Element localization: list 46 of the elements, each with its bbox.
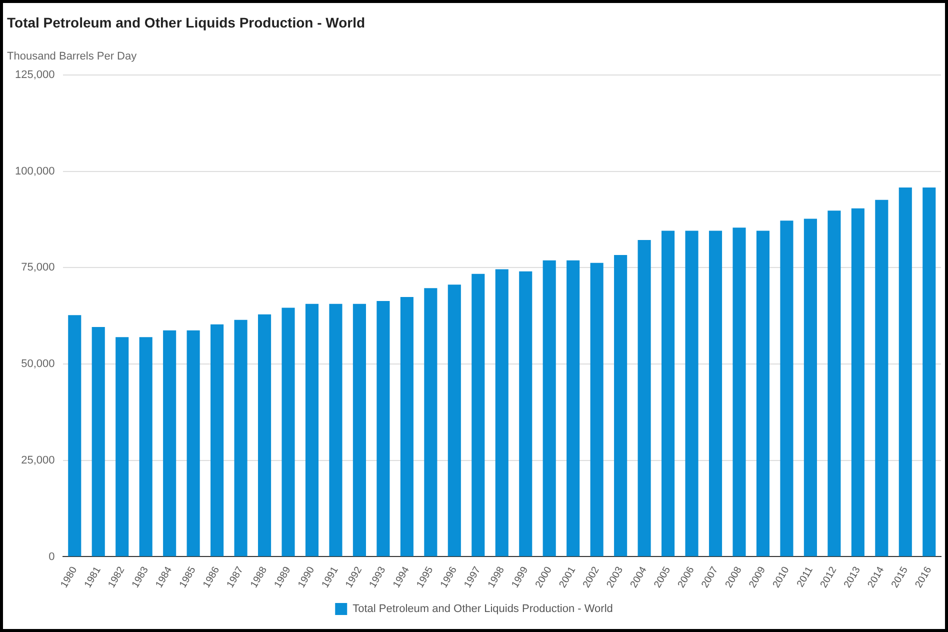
bar — [662, 230, 675, 556]
bar — [282, 308, 295, 556]
bar — [732, 228, 746, 556]
bar — [448, 284, 461, 556]
bar — [614, 254, 628, 556]
bar — [472, 274, 485, 556]
chart-title: Total Petroleum and Other Liquids Production - World — [7, 14, 366, 30]
legend-label: Total Petroleum and Other Liquids Production - World — [352, 603, 613, 616]
bar — [804, 218, 817, 556]
bar — [329, 304, 342, 556]
bar — [234, 320, 248, 556]
bar — [139, 337, 152, 556]
bar — [400, 296, 414, 556]
bar — [495, 269, 508, 556]
bar — [590, 262, 604, 556]
bar — [305, 304, 319, 556]
bar — [210, 324, 224, 556]
y-tick-label: 100,000 — [14, 165, 55, 178]
bar — [780, 220, 794, 556]
bar — [376, 301, 390, 556]
bar — [352, 304, 366, 556]
y-tick-label: 75,000 — [21, 262, 55, 274]
bar — [92, 327, 105, 556]
bar — [638, 240, 651, 556]
bar — [851, 208, 864, 556]
y-axis-title: Thousand Barrels Per Day — [7, 50, 138, 62]
y-tick-label: 125,000 — [14, 69, 55, 82]
bar — [922, 188, 936, 556]
bar — [163, 330, 176, 556]
y-tick-label: 0 — [48, 550, 55, 563]
bar — [519, 271, 532, 556]
bar — [566, 260, 580, 556]
bar — [685, 230, 698, 556]
bar — [186, 330, 200, 556]
bar — [898, 188, 912, 556]
bar — [875, 200, 888, 556]
y-tick-label: 25,000 — [21, 454, 55, 466]
bar — [258, 314, 272, 556]
bar — [756, 230, 770, 556]
bar — [828, 210, 841, 556]
bar — [116, 337, 129, 556]
bar — [542, 260, 556, 556]
bar — [68, 315, 82, 556]
bar — [424, 288, 438, 556]
bar — [708, 230, 722, 556]
y-tick-label: 50,000 — [21, 358, 55, 370]
